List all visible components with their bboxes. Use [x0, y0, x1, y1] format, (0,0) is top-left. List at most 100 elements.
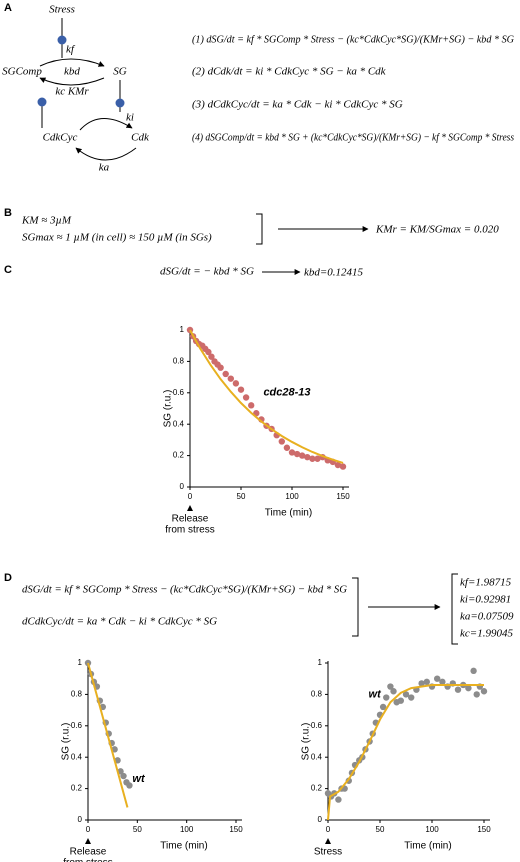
y-tick-label: 0.8 — [311, 690, 323, 699]
equation: (4) dSGComp/dt = kbd * SG + (kc*CdkCyc*S… — [192, 132, 514, 144]
data-point — [120, 772, 127, 780]
data-point — [383, 694, 390, 701]
data-point — [335, 796, 342, 803]
data-point — [237, 386, 245, 393]
data-point — [242, 394, 250, 401]
x-tick-label: 150 — [229, 825, 243, 834]
result: kbd=0.12415 — [304, 267, 364, 279]
node-label: SG — [113, 66, 127, 78]
x-note: Release — [172, 514, 209, 525]
rate-label: kc KMr — [55, 86, 89, 98]
equation: dCdkCyc/dt = ka * Cdk − ki * CdkCyc * SG — [22, 616, 217, 628]
data-point — [379, 703, 387, 711]
data-point — [480, 688, 488, 695]
data-point — [205, 348, 212, 356]
x-note: from stress — [165, 525, 214, 536]
y-axis-label: SG (r.u.) — [61, 723, 72, 761]
data-point — [304, 453, 311, 461]
data-point — [232, 380, 240, 387]
data-point — [299, 452, 306, 459]
y-tick-label: 0.2 — [71, 784, 83, 793]
x-axis-label: Time (min) — [160, 841, 207, 852]
annotation: wt — [369, 688, 383, 700]
diagram: Stress kf SG SGComp kbd kc KMr ki CdkCyc… — [2, 4, 150, 174]
y-tick-label: 0.6 — [173, 388, 185, 397]
equation: (3) dCdkCyc/dt = ka * Cdk − ki * CdkCyc … — [192, 99, 403, 111]
data-point — [470, 667, 477, 675]
data-point — [387, 683, 394, 690]
x-tick-label: 100 — [285, 492, 299, 501]
data-point — [248, 402, 255, 409]
rate-label: kbd — [64, 66, 80, 78]
y-tick-label: 0.4 — [173, 419, 185, 428]
panel-letter: C — [4, 264, 12, 276]
edge — [79, 118, 133, 131]
y-tick-label: 0.6 — [71, 721, 83, 730]
equation: (2) dCdk/dt = ki * CdkCyc * SG − ka * Cd… — [192, 66, 387, 78]
x-axis-label: Time (min) — [404, 841, 451, 852]
y-tick-label: 0.8 — [173, 357, 185, 366]
text-line: KM ≈ 3µM — [21, 215, 72, 227]
panel-letter: A — [4, 2, 12, 14]
fit-line — [189, 329, 344, 464]
y-tick-label: 1 — [180, 325, 185, 334]
x-tick-label: 100 — [180, 825, 194, 834]
y-tick-label: 0 — [318, 815, 323, 824]
node-label: CdkCyc — [43, 132, 78, 144]
annotation: wt — [132, 773, 146, 785]
panel-letter: D — [4, 572, 12, 584]
data-point — [283, 444, 291, 451]
node-label: SGComp — [2, 66, 42, 78]
x-axis-label: Time (min) — [265, 508, 312, 519]
fit-line — [87, 662, 129, 808]
data-point — [126, 782, 133, 789]
result: KMr = KM/SGmax = 0.020 — [375, 224, 499, 236]
data-point — [293, 450, 301, 458]
text-line: SGmax ≈ 1 µM (in cell) ≈ 150 µM (in SGs) — [22, 232, 212, 244]
y-tick-label: 0.2 — [173, 451, 185, 460]
node — [57, 35, 67, 45]
arrow-marker — [325, 838, 331, 844]
y-tick-label: 1 — [78, 658, 83, 667]
x-tick-label: 100 — [425, 825, 439, 834]
data-point — [434, 675, 441, 682]
edge — [39, 77, 105, 86]
y-tick-label: 0.6 — [311, 721, 323, 730]
edge — [39, 58, 105, 67]
y-axis-label: SG (r.u.) — [163, 390, 174, 428]
data-point — [423, 678, 430, 686]
data-point — [402, 691, 410, 698]
x-tick-label: 150 — [336, 492, 350, 501]
x-note: from stress — [63, 858, 112, 862]
y-tick-label: 0 — [180, 482, 185, 491]
data-point — [390, 688, 397, 695]
y-tick-label: 0.4 — [71, 752, 83, 761]
x-note: Stress — [314, 847, 342, 858]
y-tick-label: 0.4 — [311, 752, 323, 761]
data-point — [473, 691, 480, 698]
annotation: cdc28-13 — [263, 387, 310, 399]
data-point — [418, 680, 425, 687]
data-point — [309, 455, 316, 462]
data-point — [288, 449, 296, 456]
data-point — [397, 697, 404, 704]
data-point — [465, 684, 472, 692]
x-note: Release — [70, 847, 107, 858]
equation: dSG/dt = − kbd * SG — [160, 266, 254, 278]
edge — [75, 147, 137, 161]
data-point — [454, 686, 462, 693]
node-label: Cdk — [131, 132, 150, 144]
data-point — [278, 438, 285, 445]
fit-line — [327, 683, 484, 821]
y-tick-label: 0.8 — [71, 690, 83, 699]
bracket — [451, 573, 458, 645]
data-point — [439, 678, 446, 686]
bracket — [352, 577, 359, 637]
rate-label: ki — [126, 112, 134, 124]
x-tick-label: 50 — [133, 825, 142, 834]
x-tick-label: 50 — [237, 492, 246, 501]
panel-letter: B — [4, 207, 12, 219]
data-point — [314, 455, 321, 462]
data-point — [208, 353, 215, 360]
